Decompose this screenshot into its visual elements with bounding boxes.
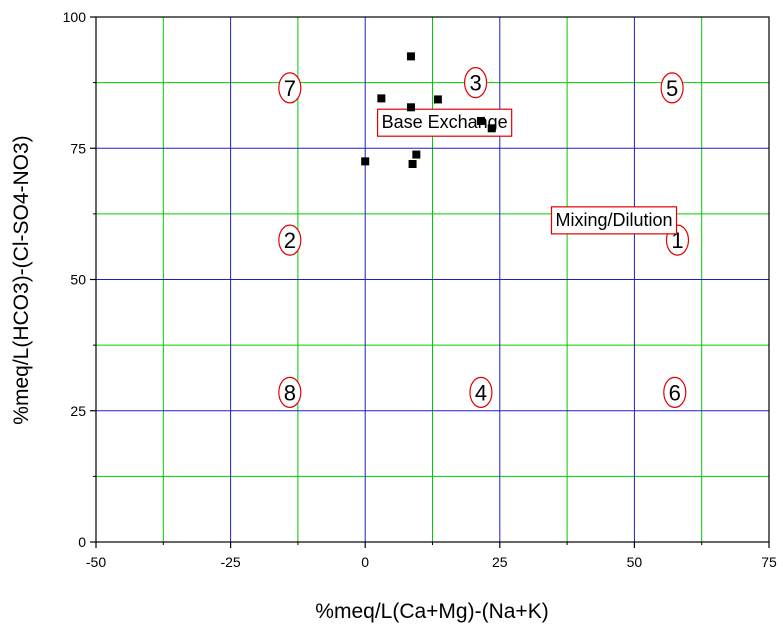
zone-label-2: 2 xyxy=(284,228,296,253)
zone-label-3: 3 xyxy=(469,71,481,96)
zone-label-6: 6 xyxy=(669,380,681,405)
data-point xyxy=(433,95,442,104)
zone-label-ellipse xyxy=(663,376,687,408)
x-axis-title: %meq/L(Ca+Mg)-(Na+K) xyxy=(315,600,548,623)
data-point xyxy=(406,52,415,61)
zone-label-4: 4 xyxy=(475,380,487,405)
zone-label-ellipse xyxy=(463,67,488,99)
y-tick-label: 25 xyxy=(70,403,86,419)
data-point xyxy=(361,157,370,166)
x-tick-label: 75 xyxy=(761,554,777,570)
y-tick-label: 100 xyxy=(63,9,87,25)
zone-label-ellipse xyxy=(278,72,302,104)
data-point xyxy=(406,103,415,112)
y-axis-title: %meq/L(HCO3)-(Cl-SO4-NO3) xyxy=(10,135,33,424)
y-tick-label: 75 xyxy=(70,140,86,156)
x-tick-label: 0 xyxy=(361,554,369,570)
x-tick-label: -50 xyxy=(86,554,106,570)
data-point xyxy=(412,150,421,159)
x-tick-label: 25 xyxy=(492,554,508,570)
zone-label-ellipse xyxy=(660,72,684,104)
zone-label-ellipse xyxy=(278,224,302,256)
x-tick-label: -25 xyxy=(220,554,240,570)
text-box-label: Mixing/Dilution xyxy=(555,210,672,230)
zone-label-7: 7 xyxy=(284,76,296,101)
zone-label-ellipse xyxy=(469,376,493,408)
text-box-label: Base Exchange xyxy=(382,112,508,132)
zone-label-8: 8 xyxy=(284,380,296,405)
grid-layer xyxy=(96,17,769,542)
y-tick-label: 0 xyxy=(78,534,86,550)
data-point xyxy=(408,160,417,168)
zone-label-5: 5 xyxy=(666,76,678,101)
data-point xyxy=(487,124,496,133)
zone-label-ellipse xyxy=(278,376,302,408)
data-point xyxy=(377,94,386,103)
x-tick-label: 50 xyxy=(627,554,643,570)
y-tick-label: 50 xyxy=(70,272,86,288)
text-box-frame xyxy=(550,206,678,235)
data-point xyxy=(476,116,485,125)
points-layer xyxy=(361,52,496,168)
